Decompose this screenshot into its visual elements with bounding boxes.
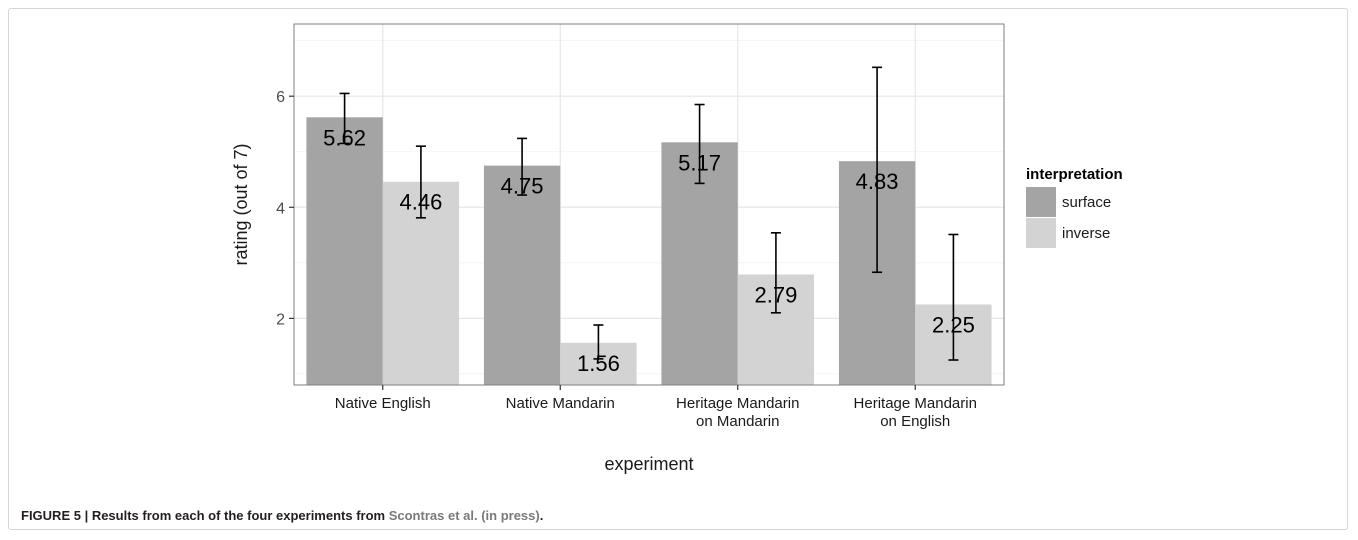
- x-tick-label: Native Mandarin: [506, 395, 615, 412]
- legend-swatch-surface: [1026, 187, 1056, 217]
- series-surface: [306, 117, 916, 385]
- data-label-surface: 4.83: [856, 169, 899, 194]
- bar-chart: 5.62 4.75 5.17 4.83 4.46 1.56 2.79 2.25 2 4 6 Nativ…: [231, 23, 1123, 474]
- x-tick-label: Heritage Mandarin on English: [854, 395, 977, 430]
- data-label-inverse: 1.56: [577, 351, 620, 376]
- error-bar-surface: [517, 137, 528, 196]
- bar-surface: [483, 165, 561, 385]
- legend-title: interpretation: [1026, 166, 1123, 183]
- y-axis-title: rating (out of 7): [231, 143, 251, 265]
- error-bar-surface: [339, 92, 350, 145]
- error-bar-surface: [694, 103, 705, 185]
- caption-reference-link[interactable]: Scontras et al. (in press): [388, 508, 540, 523]
- caption-text: FIGURE 5 | Results from each of the four…: [21, 508, 389, 523]
- y-tick-label: 4: [276, 200, 285, 217]
- x-tick-label: Heritage Mandarin on Mandarin: [676, 395, 799, 430]
- caption-end: .: [539, 508, 544, 523]
- data-label-surface: 4.75: [501, 174, 544, 199]
- legend-label-inverse: inverse: [1062, 225, 1110, 242]
- error-bar-inverse: [415, 145, 426, 219]
- data-label-surface: 5.17: [678, 150, 721, 175]
- error-bar-inverse: [593, 324, 604, 360]
- legend-label-surface: surface: [1062, 194, 1111, 211]
- figure-caption: FIGURE 5 | Results from each of the four…: [21, 508, 543, 523]
- error-bar-inverse: [948, 233, 959, 361]
- x-tick-label: Native English: [335, 395, 431, 412]
- error-bar-surface: [872, 66, 883, 274]
- data-label-inverse: 4.46: [399, 190, 442, 215]
- data-label-surface: 5.62: [323, 125, 366, 150]
- y-tick-label: 6: [276, 89, 285, 106]
- bar-surface: [306, 117, 383, 385]
- plot-border: [293, 23, 1005, 386]
- data-label-inverse: 2.79: [754, 282, 797, 307]
- legend-swatch-inverse: [1026, 218, 1056, 248]
- legend: interpretation surface inverse: [1026, 166, 1123, 248]
- data-label-inverse: 2.25: [932, 312, 975, 337]
- x-axis-title: experiment: [604, 454, 693, 474]
- figure-frame: [8, 8, 1348, 530]
- error-bar-inverse: [770, 232, 781, 314]
- y-tick-label: 2: [276, 311, 285, 328]
